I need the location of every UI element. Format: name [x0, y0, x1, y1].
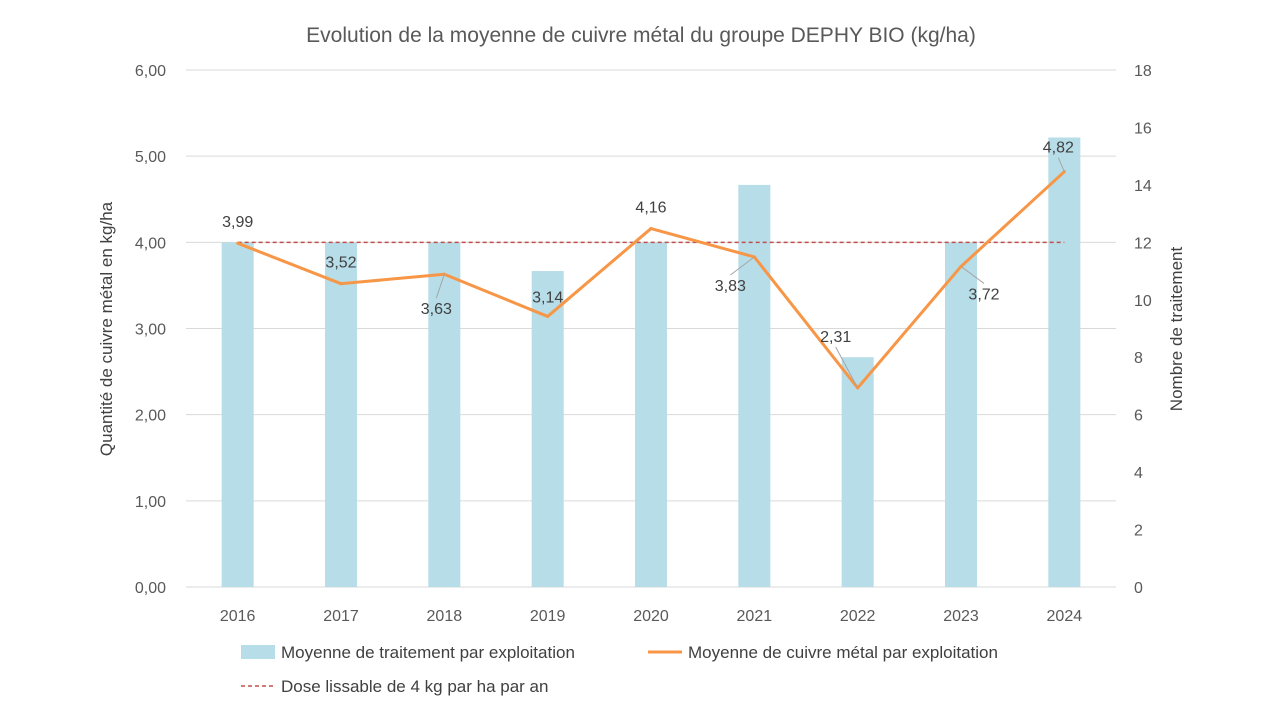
right-tick-label: 16 — [1134, 120, 1152, 137]
bar — [221, 242, 254, 588]
x-tick-label: 2016 — [220, 608, 256, 625]
right-tick-label: 12 — [1134, 235, 1152, 252]
bar — [325, 242, 357, 588]
label-leader-line — [835, 346, 859, 389]
x-tick-label: 2022 — [840, 608, 876, 625]
x-axis-ticks: 2016 2017 2018 2019 2020 2021 2022 2023 2024 — [220, 608, 1082, 625]
chart-title: Evolution de la moyenne de cuivre métal … — [306, 24, 976, 47]
left-tick-label: 1,00 — [135, 494, 166, 511]
right-axis-ticks: 0 2 4 6 8 10 12 14 16 18 — [1134, 63, 1152, 597]
x-tick-label: 2018 — [427, 608, 463, 625]
x-tick-label: 2021 — [737, 608, 773, 625]
data-labels: 3,99 3,52 3,63 3,14 4,16 3,83 2,31 3,72 4,82 — [222, 140, 1074, 389]
bar — [841, 357, 874, 587]
data-label: 3,63 — [421, 301, 452, 318]
legend-bar-swatch — [241, 645, 275, 659]
right-tick-label: 0 — [1134, 580, 1143, 597]
bar — [945, 242, 977, 588]
x-tick-label: 2019 — [530, 608, 566, 625]
x-tick-label: 2024 — [1047, 608, 1083, 625]
right-tick-label: 10 — [1134, 293, 1152, 310]
legend-line-label: Moyenne de cuivre métal par exploitation — [688, 643, 998, 662]
data-label: 2,31 — [820, 329, 851, 346]
right-tick-label: 2 — [1134, 523, 1143, 540]
data-label: 4,82 — [1043, 140, 1074, 157]
bar — [531, 271, 564, 587]
data-label: 4,16 — [635, 200, 666, 217]
label-leader-line — [730, 256, 755, 276]
legend-reference-label: Dose lissable de 4 kg par ha par an — [281, 677, 548, 696]
line-point — [236, 241, 240, 245]
bar — [428, 242, 461, 588]
label-leader-line — [1057, 157, 1065, 172]
data-label: 3,83 — [715, 278, 746, 295]
right-tick-label: 14 — [1134, 178, 1152, 195]
left-tick-label: 0,00 — [135, 580, 166, 597]
right-tick-label: 18 — [1134, 63, 1152, 80]
left-tick-label: 5,00 — [135, 149, 166, 166]
bar — [1048, 137, 1081, 587]
label-leader-line — [435, 274, 445, 299]
right-tick-label: 8 — [1134, 350, 1143, 367]
legend-bar-label: Moyenne de traitement par exploitation — [281, 643, 575, 662]
line-point — [649, 227, 653, 231]
bar-series — [221, 137, 1081, 588]
legend: Moyenne de traitement par exploitation M… — [241, 643, 998, 696]
bar — [738, 184, 771, 587]
y2-axis-title: Nombre de traitement — [1167, 247, 1186, 412]
data-label: 3,14 — [532, 289, 563, 306]
right-tick-label: 6 — [1134, 408, 1143, 425]
label-leader-line — [960, 266, 985, 284]
right-tick-label: 4 — [1134, 465, 1143, 482]
left-tick-label: 3,00 — [135, 322, 166, 339]
line-point — [339, 282, 343, 286]
bar — [635, 242, 667, 588]
x-tick-label: 2020 — [633, 608, 669, 625]
data-label: 3,72 — [968, 286, 999, 303]
x-tick-label: 2017 — [323, 608, 359, 625]
left-axis-ticks: 0,00 1,00 2,00 3,00 4,00 5,00 6,00 — [135, 63, 166, 597]
line-series — [236, 170, 1066, 390]
left-tick-label: 4,00 — [135, 235, 166, 252]
data-label: 3,52 — [325, 255, 356, 272]
y-axis-title: Quantité de cuivre métal en kg/ha — [97, 201, 116, 456]
left-tick-label: 2,00 — [135, 408, 166, 425]
left-tick-label: 6,00 — [135, 63, 166, 80]
line-point — [546, 314, 550, 318]
x-tick-label: 2023 — [943, 608, 979, 625]
data-label: 3,99 — [222, 214, 253, 231]
